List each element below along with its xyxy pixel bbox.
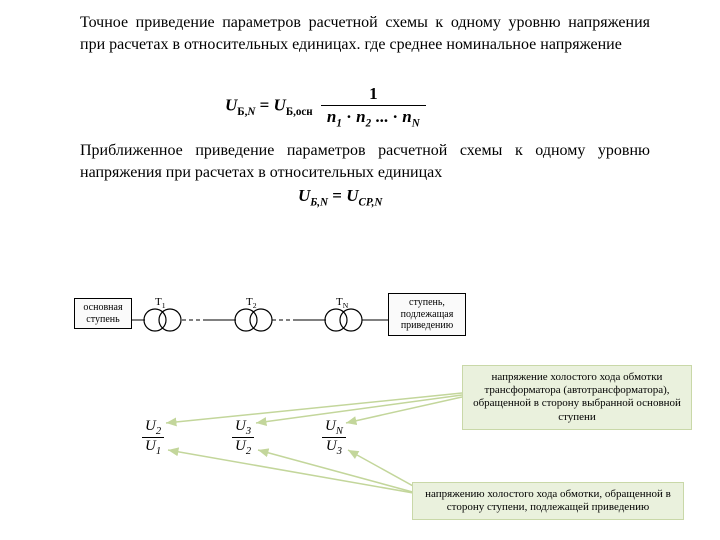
paragraph-2: Приближенное приведение параметров расче… <box>80 140 650 183</box>
paragraph-1: Точное приведение параметров расчетной с… <box>80 12 650 55</box>
ratio-1: U2 U1 <box>142 418 164 457</box>
ratio-3: UN U3 <box>322 418 346 457</box>
ratio-2: U3 U2 <box>232 418 254 457</box>
formula-approx: UБ,N = UСР,N <box>298 186 382 208</box>
label-tN: TN <box>336 296 348 310</box>
box-main-stage: основная ступень <box>74 298 132 329</box>
callout-denominator: напряжению холостого хода обмотки, обращ… <box>412 482 684 520</box>
schematic-svg <box>0 0 720 540</box>
box-reduced-stage: ступень, подлежащая приведению <box>388 293 466 336</box>
label-t2: T2 <box>246 296 257 310</box>
formula-exact: UБ,N = UБ,осн 1 n1 · n2 ... · nN <box>225 84 426 129</box>
callout-numerator: напряжение холостого хода обмотки трансф… <box>462 365 692 430</box>
label-t1: T1 <box>155 296 166 310</box>
